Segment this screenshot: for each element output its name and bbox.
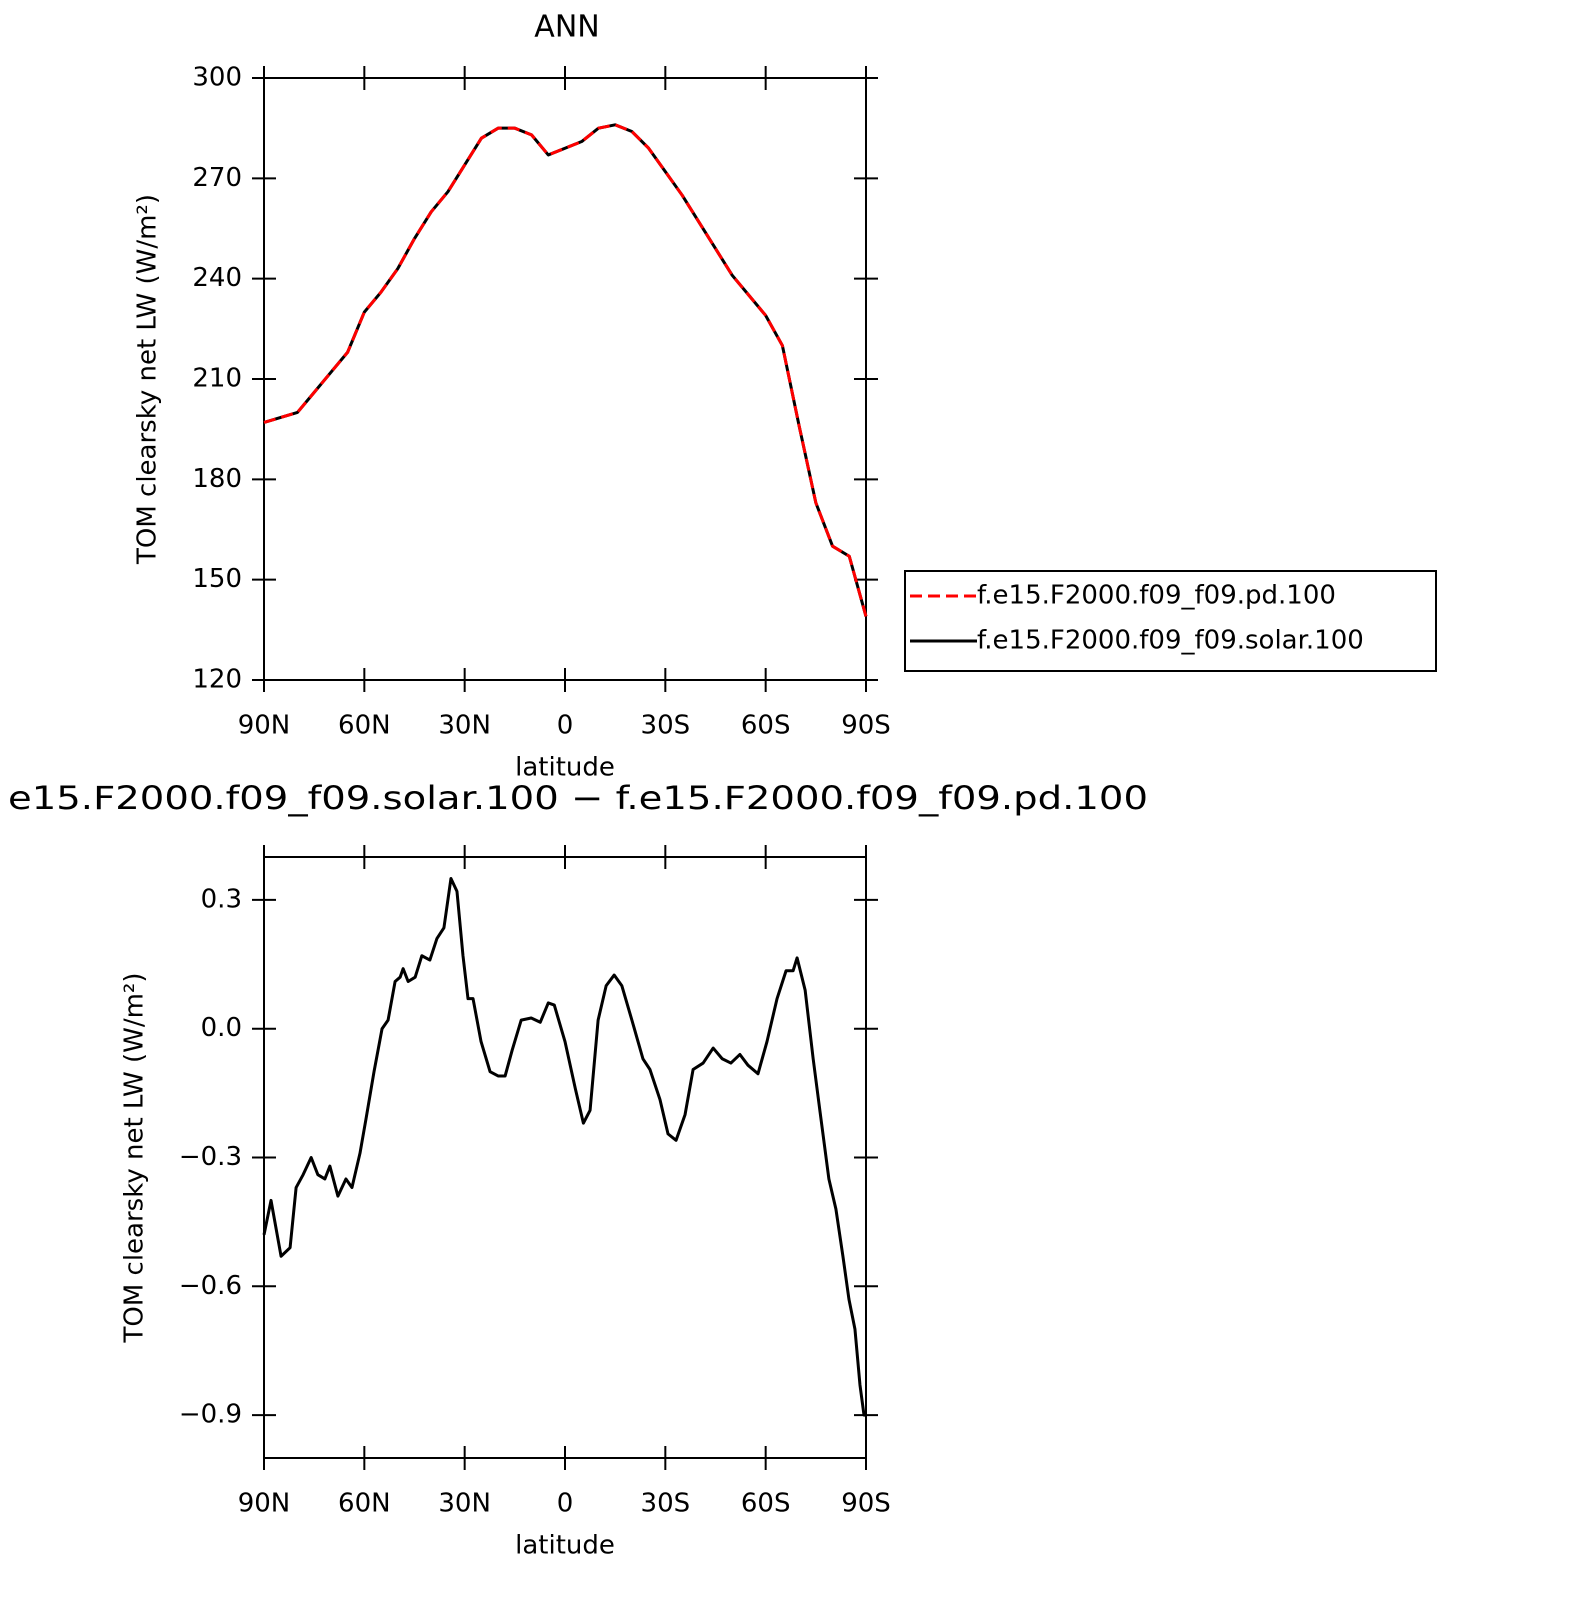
x-tick-label: 90N	[238, 1489, 291, 1519]
y-tick-label: 240	[192, 263, 242, 293]
x-tick-label: 60N	[338, 1489, 391, 1519]
y-tick-label: 150	[192, 564, 242, 594]
x-tick-label: 30N	[438, 711, 491, 741]
y-tick-label: 210	[192, 364, 242, 394]
y-tick-label: 180	[192, 464, 242, 494]
y-tick-label: 0.3	[201, 884, 242, 914]
chart-title: ANN	[534, 10, 599, 45]
x-tick-label: 90S	[841, 1489, 891, 1519]
y-tick-label: −0.9	[179, 1400, 242, 1430]
x-tick-label: 0	[557, 711, 574, 741]
x-tick-label: 30S	[641, 711, 691, 741]
plot-frame	[263, 77, 867, 681]
y-tick-label: 120	[192, 665, 242, 695]
x-tick-label: 0	[557, 1489, 574, 1519]
plot-frame	[263, 856, 867, 1459]
x-tick-label: 90S	[841, 711, 891, 741]
series-line	[262, 876, 866, 1417]
x-axis-label: latitude	[515, 753, 615, 783]
y-tick-label: 0.0	[201, 1013, 242, 1043]
y-axis-label: TOM clearsky net LW (W/m²)	[120, 972, 150, 1343]
y-tick-label: 270	[192, 163, 242, 193]
legend-label: f.e15.F2000.f09_f09.pd.100	[977, 581, 1336, 611]
x-tick-label: 30S	[641, 1489, 691, 1519]
y-tick-label: −0.6	[179, 1271, 242, 1301]
legend-box	[904, 570, 1437, 672]
legend-label: f.e15.F2000.f09_f09.solar.100	[977, 626, 1364, 656]
x-tick-label: 30N	[438, 1489, 491, 1519]
chart-title: e15.F2000.f09_f09.solar.100 − f.e15.F200…	[8, 779, 1148, 817]
series-line	[263, 123, 868, 617]
y-axis-label: TOM clearsky net LW (W/m²)	[133, 194, 163, 565]
x-tick-label: 60S	[741, 711, 791, 741]
series-line	[263, 123, 868, 617]
x-tick-label: 60S	[741, 1489, 791, 1519]
y-tick-label: −0.3	[179, 1142, 242, 1172]
x-tick-label: 60N	[338, 711, 391, 741]
x-tick-label: 90N	[238, 711, 291, 741]
y-tick-label: 300	[192, 63, 242, 93]
x-axis-label: latitude	[515, 1531, 615, 1561]
